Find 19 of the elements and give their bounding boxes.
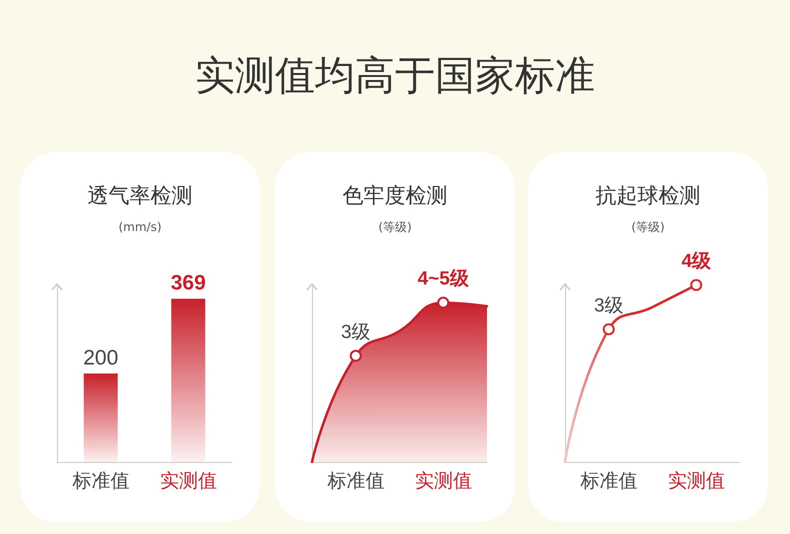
- chart-title: 透气率检测: [88, 184, 192, 208]
- data-label: 369: [170, 272, 206, 295]
- y-axis-title: (等级): [631, 220, 665, 234]
- x-tick-label: 标准值: [71, 471, 130, 492]
- chart-title: 抗起球检测: [596, 184, 700, 208]
- x-tick-label: 实测值: [160, 470, 217, 492]
- text: 实测值均高于国家标准: [194, 52, 596, 101]
- data-label: 4级: [681, 251, 712, 272]
- data-label: 3级: [594, 295, 624, 316]
- y-axis-title: (等级): [378, 220, 412, 234]
- y-axis-title: (mm/s): [118, 220, 162, 234]
- data-label: 3级: [340, 322, 371, 343]
- x-tick-label: 实测值: [414, 470, 472, 492]
- x-tick-label: 标准值: [326, 471, 384, 492]
- x-tick-label: 实测值: [668, 470, 725, 492]
- x-tick-label: 标准值: [579, 471, 638, 492]
- data-label: 4~5级: [418, 268, 470, 290]
- data-label: 200: [83, 346, 118, 370]
- chart-title: 色牢度检测: [342, 184, 448, 208]
